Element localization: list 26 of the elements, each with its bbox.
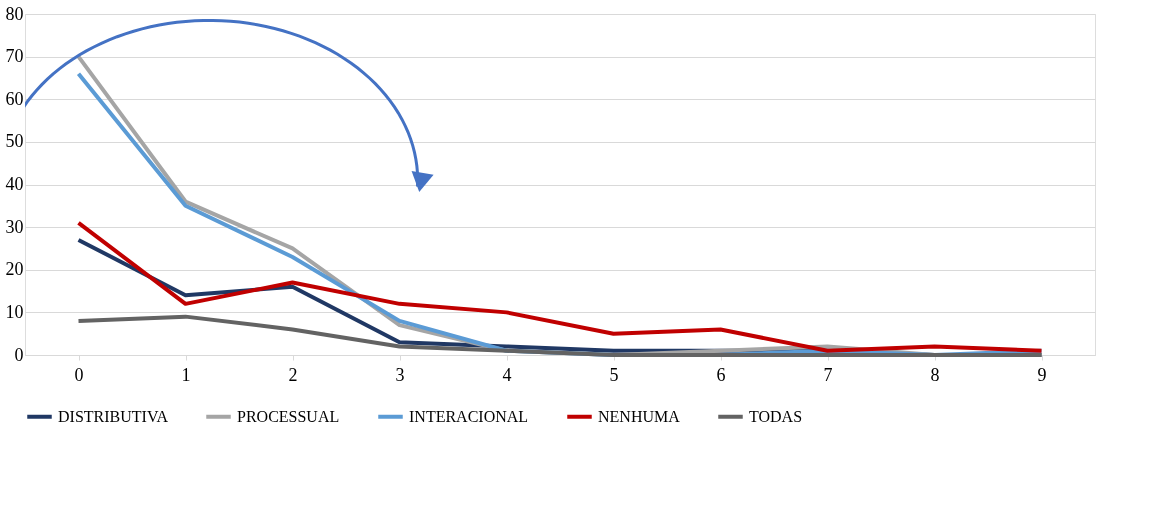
y-tick-label: 30 bbox=[5, 216, 24, 237]
x-tick-label: 6 bbox=[716, 364, 726, 385]
x-tick-label: 0 bbox=[74, 364, 84, 385]
x-tick-label: 9 bbox=[1037, 364, 1047, 385]
x-tick-label: 1 bbox=[181, 364, 191, 385]
x-tick-label: 5 bbox=[609, 364, 619, 385]
y-tick-label: 50 bbox=[5, 131, 24, 152]
x-tick-label: 8 bbox=[930, 364, 940, 385]
line-series bbox=[76, 220, 1044, 353]
y-tick-label: 0 bbox=[14, 344, 24, 365]
y-tick-label: 40 bbox=[5, 174, 24, 194]
x-tick-label: 4 bbox=[502, 364, 512, 385]
y-tick-label: 80 bbox=[5, 3, 24, 24]
y-tick-label: 20 bbox=[5, 259, 24, 280]
legend-label: TODAS bbox=[749, 407, 803, 425]
x-tick-label: 7 bbox=[823, 364, 833, 385]
legend-label: DISTRIBUTIVA bbox=[58, 407, 169, 425]
y-tick-label: 60 bbox=[5, 88, 24, 109]
legend-label: PROCESSUAL bbox=[237, 407, 340, 425]
y-tick-label: 70 bbox=[5, 46, 24, 67]
legend-label: INTERACIONAL bbox=[409, 407, 529, 425]
x-tick-label: 2 bbox=[288, 364, 298, 385]
x-tick-label: 3 bbox=[395, 364, 405, 385]
line-series bbox=[76, 314, 1044, 357]
y-tick-label: 10 bbox=[5, 301, 24, 322]
legend-label: NENHUMA bbox=[598, 407, 681, 425]
